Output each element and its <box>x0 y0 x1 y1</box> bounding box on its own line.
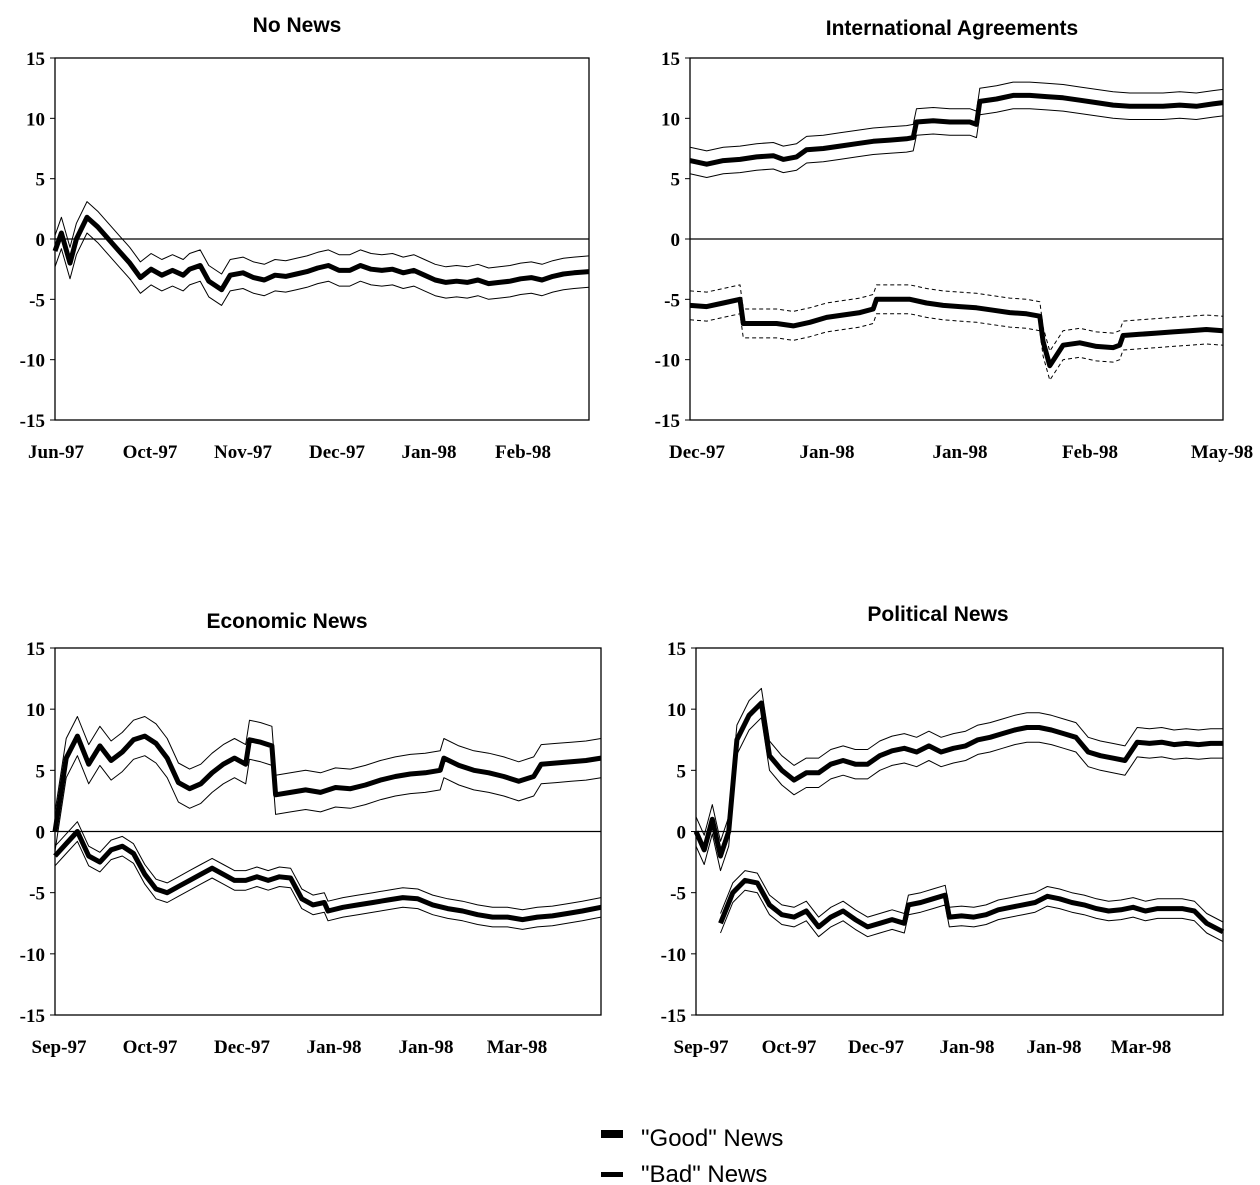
y-tick-label: 5 <box>671 170 681 191</box>
y-tick-label: -15 <box>20 411 45 432</box>
chart-title: International Agreements <box>826 17 1078 40</box>
x-tick-label: Dec-97 <box>214 1037 270 1058</box>
lower-band-line <box>689 313 1224 381</box>
y-tick-label: -5 <box>29 290 45 311</box>
y-tick-label: -15 <box>655 411 680 432</box>
chart-panel: No News 15 10 5 0 -5 -10 -15 Jun-97 Oct-97 Nov-97 D… <box>20 14 590 463</box>
upper-band-line <box>54 201 590 275</box>
x-tick-label: Sep-97 <box>674 1037 729 1058</box>
series-line <box>53 829 602 923</box>
y-tick-label: -5 <box>664 290 680 311</box>
y-tick-label: 0 <box>671 230 681 251</box>
x-tick-label: May-98 <box>1191 442 1253 463</box>
chart-panel: Political News 15 10 5 0 -5 -10 -15 Sep-97 Oct-97… <box>661 603 1225 1058</box>
x-tick-label: Feb-98 <box>1062 442 1118 463</box>
x-tick-label: Dec-97 <box>669 442 725 463</box>
y-tick-label: 10 <box>26 700 45 721</box>
legend-swatch-good <box>601 1130 623 1138</box>
x-tick-label: Mar-98 <box>487 1037 548 1058</box>
y-tick-label: 5 <box>36 761 46 782</box>
series-line <box>693 700 1223 859</box>
y-tick-label: 0 <box>677 823 687 844</box>
legend-label-good: "Good" News <box>641 1125 783 1152</box>
legend: "Good" News "Bad" News <box>601 1125 783 1185</box>
y-tick-label: 5 <box>677 761 687 782</box>
series-line <box>52 214 590 293</box>
lower-band-line <box>54 840 602 930</box>
y-tick-label: 15 <box>667 639 686 660</box>
lower-band-line <box>689 108 1224 178</box>
y-tick-label: -10 <box>661 945 686 966</box>
series-line <box>52 733 602 832</box>
upper-band-line <box>54 821 602 911</box>
y-tick-label: 15 <box>26 639 45 660</box>
series-line <box>718 877 1225 935</box>
x-tick-label: Feb-98 <box>495 442 551 463</box>
y-tick-label: -10 <box>20 945 45 966</box>
x-tick-label: Oct-97 <box>762 1037 817 1058</box>
y-tick-label: 15 <box>26 49 45 70</box>
x-tick-label: Jan-98 <box>933 442 988 463</box>
upper-band-line <box>54 716 602 812</box>
x-tick-label: Jan-98 <box>307 1037 362 1058</box>
x-tick-label: Dec-97 <box>848 1037 904 1058</box>
x-tick-label: Dec-97 <box>309 442 365 463</box>
y-tick-label: 10 <box>661 109 680 130</box>
y-tick-label: 5 <box>36 170 46 191</box>
x-tick-label: Nov-97 <box>214 442 273 463</box>
y-tick-label: 10 <box>26 109 45 130</box>
upper-band-line <box>720 870 1224 923</box>
chart-panel: Economic News 15 10 5 0 -5 -10 -15 Sep-97 Oct-97 D… <box>20 610 602 1058</box>
y-tick-label: 0 <box>36 823 46 844</box>
y-tick-label: 0 <box>36 230 46 251</box>
x-tick-label: Mar-98 <box>1111 1037 1172 1058</box>
legend-label-bad: "Bad" News <box>641 1161 767 1185</box>
y-tick-label: 10 <box>667 700 686 721</box>
y-tick-label: -10 <box>655 351 680 372</box>
legend-swatch-bad <box>601 1172 623 1177</box>
chart-title: Economic News <box>206 610 367 633</box>
series-line <box>689 296 1224 369</box>
x-tick-label: Jan-98 <box>940 1037 995 1058</box>
x-tick-label: Jan-98 <box>402 442 457 463</box>
y-tick-label: -5 <box>29 884 45 905</box>
x-tick-label: Jan-98 <box>399 1037 454 1058</box>
lower-band-line <box>720 889 1224 943</box>
y-tick-label: -15 <box>20 1006 45 1027</box>
x-tick-label: Jan-98 <box>1027 1037 1082 1058</box>
y-tick-label: -5 <box>670 884 686 905</box>
x-tick-label: Oct-97 <box>123 442 178 463</box>
lower-band-line <box>54 755 602 852</box>
series-line <box>689 92 1224 167</box>
lower-band-line <box>54 232 590 306</box>
upper-band-line <box>689 284 1224 352</box>
x-tick-label: Jan-98 <box>800 442 855 463</box>
upper-band-line <box>689 81 1224 152</box>
x-tick-label: Oct-97 <box>123 1037 178 1058</box>
chart-title: Political News <box>867 603 1008 626</box>
chart-panel: International Agreements 15 10 5 0 -5 -10 -15 De… <box>655 17 1253 463</box>
chart-title: No News <box>253 14 342 37</box>
y-tick-label: 15 <box>661 49 680 70</box>
x-tick-label: Sep-97 <box>32 1037 87 1058</box>
x-tick-label: Jun-97 <box>28 442 84 463</box>
y-tick-label: -10 <box>20 351 45 372</box>
y-tick-label: -15 <box>661 1006 686 1027</box>
